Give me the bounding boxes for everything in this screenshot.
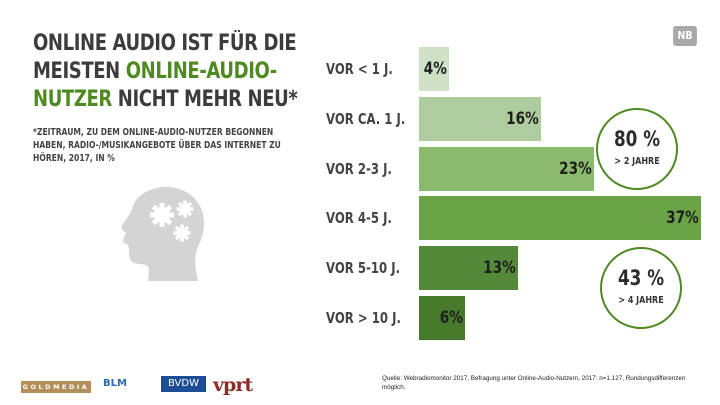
subtitle-line: HABEN, RADIO-/MUSIKANGEBOTE ÜBER DAS INT… (33, 140, 281, 151)
subtitle-line: *ZEITRAUM, ZU DEM ONLINE-AUDIO-NUTZER BE… (33, 127, 274, 138)
category-label: VOR 4-5 J. (326, 209, 392, 228)
title-highlight: NUTZER (33, 87, 112, 112)
bar (419, 96, 541, 141)
title-highlight: ONLINE-AUDIO- (125, 59, 278, 84)
callout-label: > 2 JAHRE (614, 156, 660, 167)
vprt-logo-text: vprt (213, 374, 253, 396)
callout-circle-43: 43 % > 4 JAHRE (600, 247, 682, 329)
title-text: ONLINE AUDIO IST FÜR DIE (33, 31, 297, 56)
bar (419, 296, 465, 340)
category-label: VOR 2-3 J. (326, 159, 392, 178)
bar (419, 246, 518, 291)
logo-row: GOLDMEDIA BLM BVDW vprt (0, 374, 360, 402)
bar-value-label: 37% (666, 208, 699, 229)
bvdw-logo-text: BVDW (161, 376, 206, 392)
bar-value-label: 23% (559, 158, 592, 179)
category-label: VOR 5-10 J. (326, 259, 401, 278)
source-line: Quelle: Webradiomonitor 2017, Befragung … (382, 375, 686, 382)
page-title: ONLINE AUDIO IST FÜR DIE MEISTEN ONLINE-… (33, 30, 298, 114)
callout-circle-80: 80 % > 2 JAHRE (596, 108, 678, 190)
subtitle-line: HÖREN, 2017, IN % (33, 153, 115, 164)
callout-label: > 4 JAHRE (618, 295, 664, 306)
goldmedia-logo: GOLDMEDIA (21, 381, 91, 393)
bar (419, 146, 594, 191)
blm-logo-text: BLM (103, 378, 127, 389)
bvdw-logo: BVDW (161, 376, 206, 400)
category-label: VOR CA. 1 J. (326, 109, 406, 128)
source-line: möglich. (382, 383, 406, 391)
source-note: Quelle: Webradiomonitor 2017, Befragung … (382, 375, 692, 392)
bar (419, 196, 701, 241)
bar-value-label: 6% (439, 308, 463, 328)
bar-value-label: 16% (506, 108, 539, 129)
category-label: VOR > 10 J. (326, 309, 401, 327)
bar-value-label: 4% (423, 59, 447, 79)
callout-value: 43 % (617, 266, 665, 290)
title-text: NICHT MEHR NEU* (111, 87, 298, 112)
head-with-gears-icon (121, 186, 204, 281)
category-label: VOR < 1 J. (326, 60, 393, 78)
bar (419, 47, 449, 91)
title-line-3: NUTZER NICHT MEHR NEU* (33, 86, 298, 114)
title-text: MEISTEN (33, 59, 126, 84)
vprt-logo: vprt (213, 374, 277, 402)
callout-value: 80 % (613, 127, 661, 151)
blm-logo: BLM (103, 378, 151, 400)
nb-badge: NB (673, 26, 697, 46)
bar-value-label: 13% (483, 258, 516, 279)
title-line-2: MEISTEN ONLINE-AUDIO- (33, 58, 277, 86)
title-line-1: ONLINE AUDIO IST FÜR DIE (33, 30, 297, 58)
chart-subtitle: *ZEITRAUM, ZU DEM ONLINE-AUDIO-NUTZER BE… (33, 126, 281, 165)
